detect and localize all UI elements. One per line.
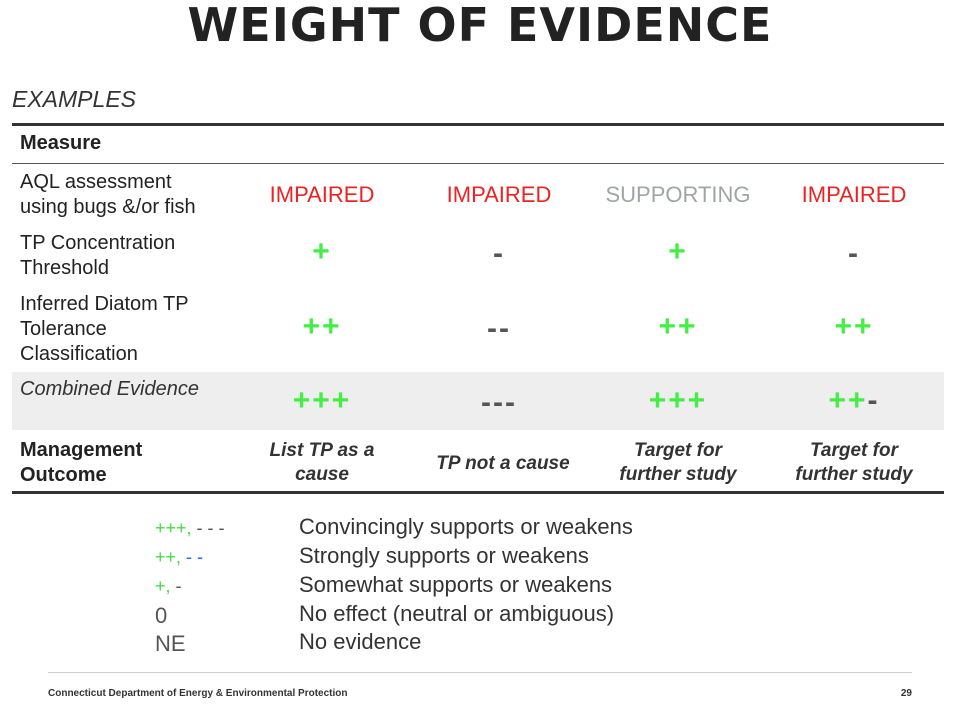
legend-symbol-part: - — [170, 576, 182, 596]
row-label-line: Tolerance — [20, 318, 107, 340]
cell-combined-4-plus: ++ — [828, 384, 868, 417]
footer-rule — [48, 672, 912, 673]
cell-diatom-3: ++ — [658, 310, 698, 343]
cell-tp-3: + — [668, 235, 688, 268]
cell-tp-2: - — [493, 237, 505, 270]
row-label-line: Management — [20, 439, 143, 461]
outcome-line: List TP as a — [269, 440, 375, 461]
legend-text-convincing: Convincingly supports or weakens — [299, 514, 633, 539]
legend-text-somewhat: Somewhat supports or weakens — [299, 572, 613, 597]
table-header-rule — [12, 163, 944, 164]
legend-text-no-evidence: No evidence — [299, 629, 422, 654]
page-number: 29 — [900, 688, 912, 699]
table-top-rule — [12, 123, 944, 126]
row-label-line: TP Concentration — [20, 232, 176, 254]
legend-symbol-part: NE — [155, 631, 186, 656]
row-label-outcome: Management Outcome — [20, 438, 142, 488]
legend-symbol-no-evidence: NE — [155, 631, 186, 657]
legend-text-strong: Strongly supports or weakens — [299, 543, 589, 568]
outcome-line: TP not a cause — [436, 453, 570, 474]
outcome-line: Target for — [810, 440, 898, 461]
cell-combined-4-minus: - — [867, 384, 880, 417]
cell-outcome-2: TP not a cause — [414, 452, 592, 476]
cell-combined-1: +++ — [292, 384, 352, 417]
outcome-line: further study — [795, 464, 913, 485]
cell-combined-3: +++ — [648, 384, 708, 417]
row-label-diatom: Inferred Diatom TP Tolerance Classificat… — [20, 292, 189, 367]
cell-aql-1: IMPAIRED — [269, 182, 375, 207]
cell-diatom-4: ++ — [834, 310, 874, 343]
row-label-line: Threshold — [20, 257, 109, 279]
cell-outcome-1: List TP as a cause — [233, 439, 411, 487]
row-label-tp-concentration: TP Concentration Threshold — [20, 231, 175, 281]
cell-aql-4: IMPAIRED — [801, 182, 907, 207]
legend-symbol-part: ++, — [155, 547, 182, 567]
row-label-line: Classification — [20, 343, 138, 365]
row-label-line: using bugs &/or fish — [20, 196, 196, 218]
table-row-diatom: Inferred Diatom TP Tolerance Classificat… — [12, 290, 944, 370]
cell-aql-3: SUPPORTING — [605, 182, 751, 207]
table-header-measure: Measure — [20, 132, 102, 154]
outcome-line: Target for — [634, 440, 722, 461]
table-row-aql: AQL assessment using bugs &/or fish IMPA… — [12, 168, 944, 224]
outcome-line: cause — [295, 464, 349, 485]
legend-symbol-strong: ++, - - — [155, 547, 203, 568]
table-row-combined: Combined Evidence +++ --- +++ ++- — [12, 372, 944, 430]
cell-aql-2: IMPAIRED — [446, 182, 552, 207]
subtitle: EXAMPLES — [12, 86, 136, 112]
cell-tp-1: + — [312, 235, 332, 268]
cell-diatom-1: ++ — [302, 310, 342, 343]
row-label-line: Outcome — [20, 464, 107, 486]
cell-diatom-2: -- — [487, 312, 511, 345]
cell-combined-4: ++- — [765, 384, 943, 418]
table-bottom-rule — [12, 491, 944, 494]
row-label-line: AQL assessment — [20, 171, 172, 193]
outcome-line: further study — [619, 464, 737, 485]
legend-symbol-no-effect: 0 — [155, 603, 167, 629]
legend-symbol-part: 0 — [155, 603, 168, 628]
row-label-line: Inferred Diatom TP — [20, 293, 189, 315]
legend-symbol-convincing: +++, - - - — [155, 518, 225, 539]
cell-outcome-4: Target for further study — [765, 439, 943, 487]
cell-combined-2: --- — [481, 386, 517, 419]
legend-symbol-part: - - — [181, 547, 204, 567]
legend-symbol-part: - - - — [191, 518, 225, 538]
legend-symbol-part: +, — [155, 576, 171, 596]
table-row-tp-concentration: TP Concentration Threshold + - + - — [12, 229, 944, 285]
table-row-outcome: Management Outcome List TP as a cause TP… — [12, 436, 944, 490]
legend-text-no-effect: No effect (neutral or ambiguous) — [299, 601, 615, 626]
page-title: WEIGHT OF EVIDENCE — [187, 0, 773, 52]
row-label-aql: AQL assessment using bugs &/or fish — [20, 170, 196, 220]
row-label-combined: Combined Evidence — [20, 378, 199, 400]
legend-symbol-part: +++, — [155, 518, 192, 538]
footer-organization: Connecticut Department of Energy & Envir… — [48, 688, 348, 699]
legend-symbol-somewhat: +, - — [155, 576, 182, 597]
cell-tp-4: - — [848, 237, 860, 270]
cell-outcome-3: Target for further study — [589, 439, 767, 487]
